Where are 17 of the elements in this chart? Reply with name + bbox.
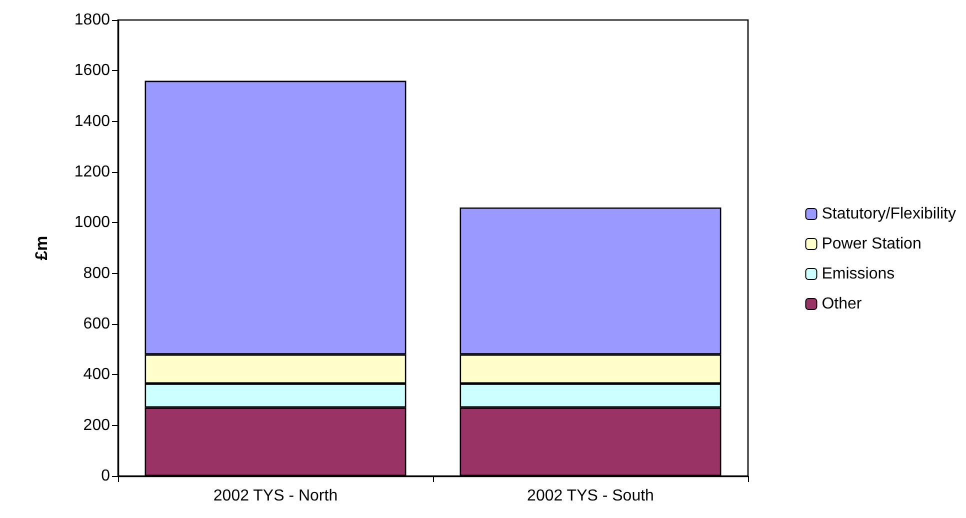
y-tick-label: 1000 xyxy=(74,214,110,232)
y-tick-label: 1800 xyxy=(74,12,110,28)
y-tick-label: 1600 xyxy=(74,62,110,80)
y-axis-title: £m xyxy=(32,236,51,260)
y-tick-label: 200 xyxy=(83,416,110,434)
y-tick-label: 400 xyxy=(83,366,110,384)
y-tick-label: 0 xyxy=(101,468,110,484)
y-tick-label: 800 xyxy=(83,264,110,282)
y-tick-label: 600 xyxy=(83,316,110,332)
legend-label: Statutory/Flexibility xyxy=(822,206,956,222)
legend-label: Other xyxy=(822,296,862,312)
y-tick-label: 1400 xyxy=(74,112,110,130)
x-tick-label: 2002 TYS - North xyxy=(213,488,338,504)
legend-label: Power Station xyxy=(822,236,922,252)
x-tick-label: 2002 TYS - South xyxy=(527,488,654,504)
y-tick-label: 1200 xyxy=(74,164,110,180)
legend-label: Emissions xyxy=(822,266,895,282)
